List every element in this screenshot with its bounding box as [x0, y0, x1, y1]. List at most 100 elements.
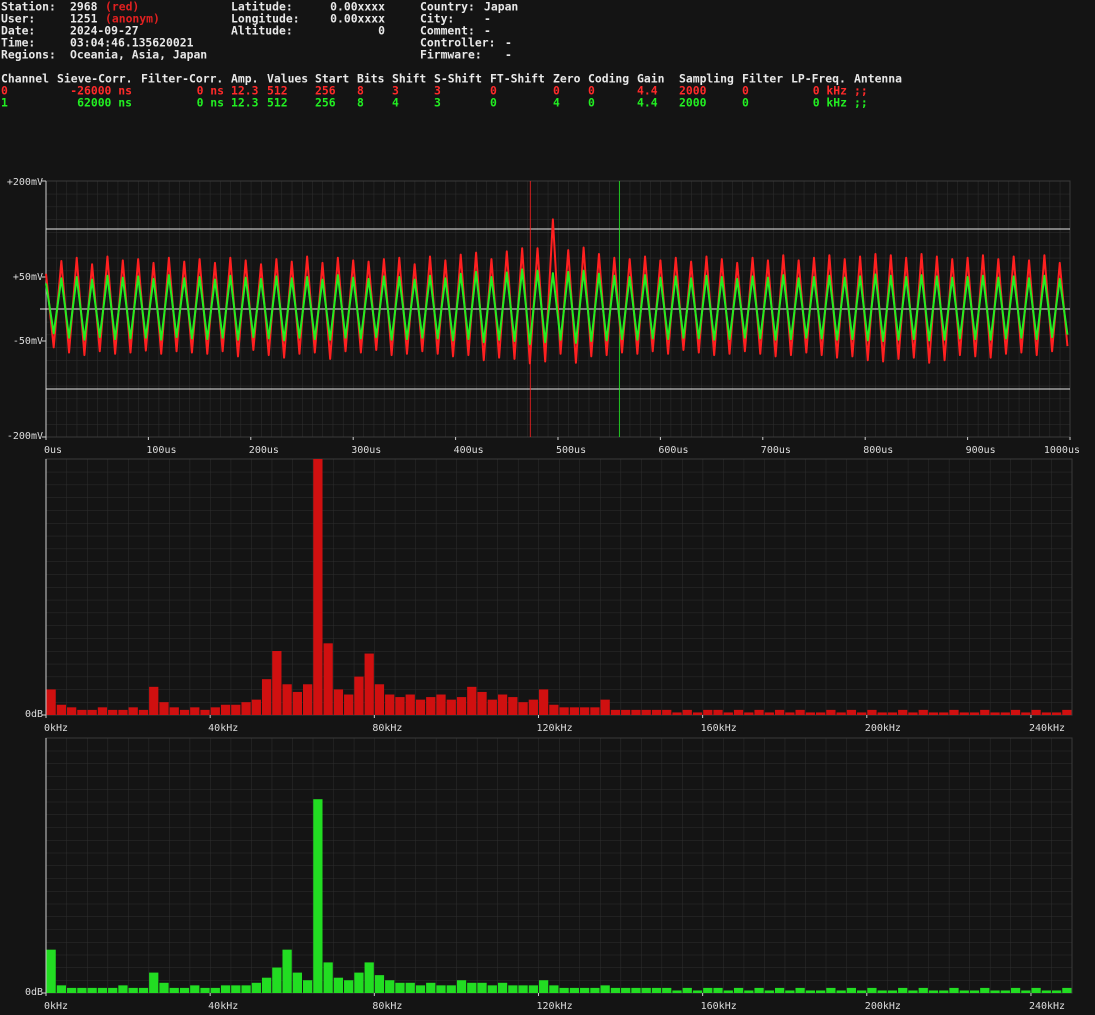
bar	[374, 975, 385, 993]
bar	[662, 709, 672, 715]
bar	[672, 990, 682, 993]
bar	[662, 987, 672, 993]
bar	[138, 709, 149, 715]
bar	[169, 707, 179, 715]
bar	[446, 699, 456, 715]
table-cell: 3	[434, 96, 441, 110]
info-value: 03:04:46.135620021	[70, 36, 194, 50]
bar	[272, 967, 282, 993]
bar	[241, 702, 251, 715]
bar	[67, 707, 77, 715]
info-label: Regions:	[1, 48, 56, 62]
bar	[456, 697, 467, 715]
bar	[621, 709, 631, 715]
bar	[313, 799, 323, 993]
bar	[631, 709, 641, 715]
bar	[682, 987, 692, 993]
table-cell: 8	[357, 84, 364, 98]
bar	[364, 962, 374, 993]
info-label: Country:	[420, 0, 475, 14]
info-label: Longitude:	[231, 12, 300, 26]
info-label: Comment:	[420, 24, 475, 38]
bar	[241, 985, 251, 993]
bar	[795, 987, 805, 993]
table-cell: 0 kHz	[813, 96, 847, 110]
info-value: 0	[378, 24, 385, 38]
table-header: Values	[267, 72, 308, 86]
table-header: Gain	[637, 72, 664, 86]
bar	[190, 707, 200, 715]
x-tick-label: 0kHz	[44, 1001, 68, 1012]
bar	[816, 990, 826, 993]
table-cell: 4.4	[637, 96, 658, 110]
table-cell: 3	[392, 84, 399, 98]
table-cell: 256	[315, 96, 336, 110]
bar	[877, 712, 887, 715]
bar	[651, 709, 662, 715]
x-tick-label: 0us	[44, 445, 62, 456]
bar	[210, 707, 220, 715]
bar	[754, 987, 764, 993]
series-line	[45, 218, 1069, 365]
bar	[939, 712, 949, 715]
bar	[385, 980, 395, 993]
table-cell: 4.4	[637, 84, 658, 98]
bar	[692, 990, 703, 993]
bar	[77, 987, 87, 993]
bar	[918, 709, 928, 715]
x-tick-label: 600us	[658, 445, 688, 456]
bar	[497, 982, 508, 993]
table-cell: ;;	[854, 96, 868, 110]
table-cell: 2000	[679, 84, 707, 98]
bar	[785, 712, 795, 715]
bar	[549, 985, 559, 993]
bar	[210, 987, 220, 993]
info-label: User:	[1, 12, 35, 26]
table-cell: 0 kHz	[813, 84, 847, 98]
bar	[231, 985, 241, 993]
bar	[415, 699, 426, 715]
table-cell: 0	[588, 96, 595, 110]
bar	[590, 707, 600, 715]
bar	[846, 709, 857, 715]
bar	[344, 980, 354, 993]
bar	[723, 712, 733, 715]
bar	[108, 709, 118, 715]
bar	[251, 982, 261, 993]
bar	[1041, 990, 1051, 993]
table-cell: 0	[553, 84, 560, 98]
bar	[323, 962, 333, 993]
bar	[518, 985, 528, 993]
y-tick-label: 0dB	[25, 987, 43, 998]
bar	[559, 707, 569, 715]
table-header: Amp.	[231, 72, 258, 86]
table-cell: 1	[1, 96, 8, 110]
x-tick-label: 160kHz	[701, 1001, 737, 1012]
bar	[128, 707, 138, 715]
bar	[200, 709, 210, 715]
x-tick-label: 120kHz	[536, 723, 572, 734]
bar	[600, 699, 610, 715]
bar	[846, 987, 857, 993]
bar	[1000, 712, 1010, 715]
bar	[487, 985, 497, 993]
table-header: Bits	[357, 72, 384, 86]
info-value: 0.00xxxx	[330, 0, 385, 14]
info-value: 2024-09-27	[70, 24, 139, 38]
bar	[990, 990, 1000, 993]
table-cell: 512	[267, 96, 288, 110]
bar	[754, 709, 764, 715]
bar	[405, 982, 415, 993]
table-header: LP-Freq.	[791, 72, 846, 86]
bar	[774, 709, 785, 715]
bar	[282, 949, 292, 993]
bar	[200, 987, 210, 993]
bar	[374, 684, 385, 715]
bar	[1051, 990, 1062, 993]
bar	[344, 694, 354, 715]
bar	[959, 990, 969, 993]
table-header: Shift	[392, 72, 426, 86]
bar	[559, 987, 569, 993]
bar	[385, 694, 395, 715]
bar	[949, 709, 959, 715]
